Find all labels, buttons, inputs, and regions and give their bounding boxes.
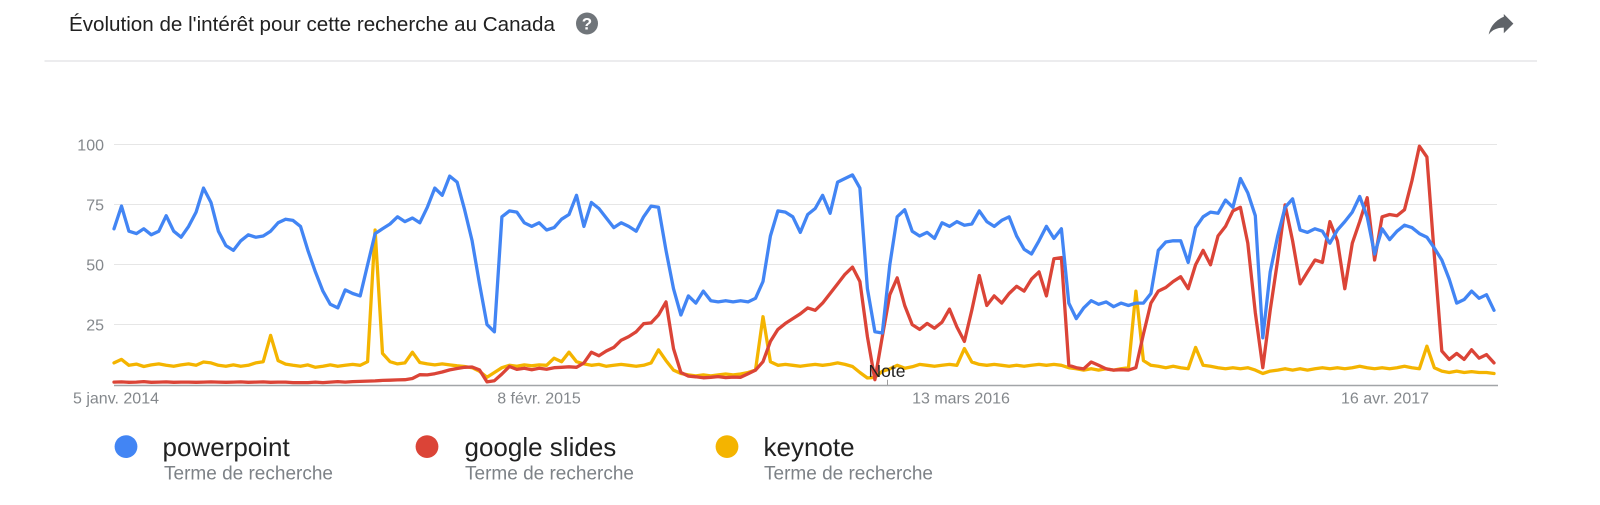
svg-text:Terme de recherche: Terme de recherche: [465, 464, 634, 485]
svg-text:25: 25: [86, 318, 104, 335]
svg-text:?: ?: [582, 15, 592, 34]
svg-text:google slides: google slides: [465, 432, 617, 462]
svg-text:powerpoint: powerpoint: [163, 432, 291, 462]
svg-text:5 janv. 2014: 5 janv. 2014: [73, 391, 159, 408]
svg-text:100: 100: [77, 138, 104, 155]
svg-text:Évolution de l'intérêt pour ce: Évolution de l'intérêt pour cette recher…: [69, 13, 555, 36]
svg-text:13 mars 2016: 13 mars 2016: [912, 391, 1010, 408]
svg-text:keynote: keynote: [764, 432, 855, 462]
svg-text:Note: Note: [869, 361, 906, 381]
svg-text:Terme de recherche: Terme de recherche: [764, 464, 933, 485]
svg-text:50: 50: [86, 258, 104, 275]
svg-text:75: 75: [86, 198, 104, 215]
svg-text:16 avr. 2017: 16 avr. 2017: [1341, 391, 1429, 408]
svg-text:Terme de recherche: Terme de recherche: [164, 464, 333, 485]
svg-text:8 févr. 2015: 8 févr. 2015: [497, 391, 581, 408]
